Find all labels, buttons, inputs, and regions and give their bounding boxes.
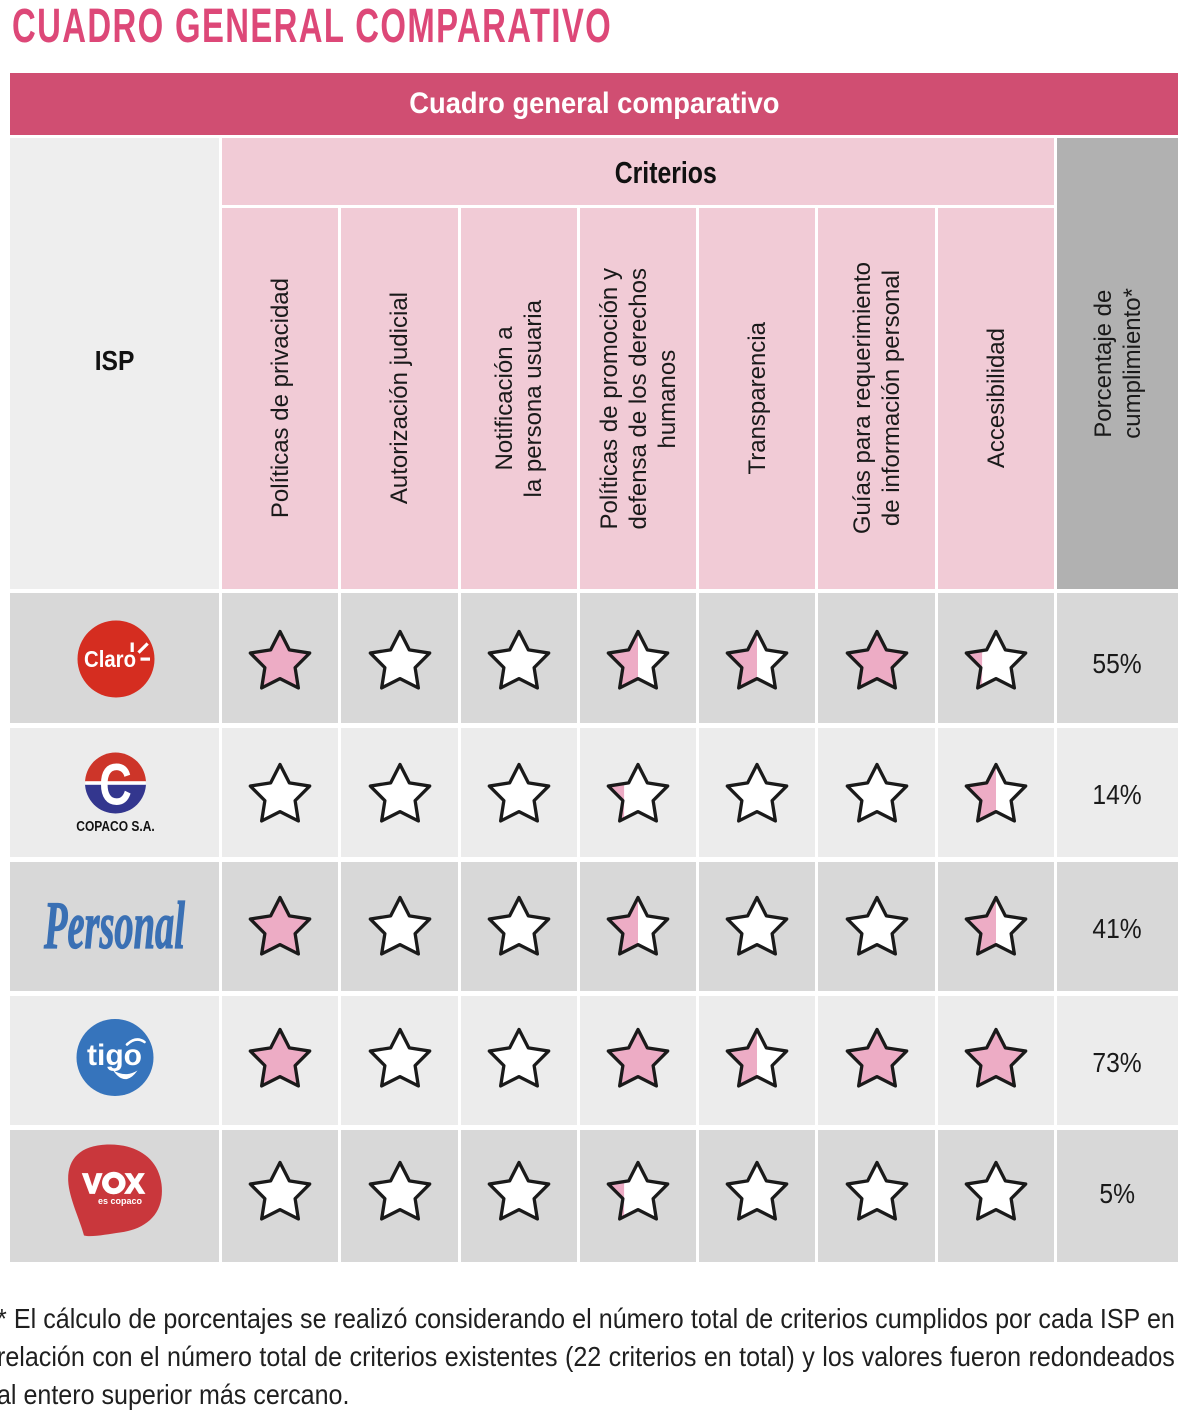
svg-text:es copaco: es copaco <box>98 1196 143 1206</box>
svg-text:tigo: tigo <box>87 1039 142 1072</box>
svg-text:COPACO S.A.: COPACO S.A. <box>76 818 154 835</box>
svg-text:Claro: Claro <box>84 646 136 672</box>
svg-text:C: C <box>99 753 132 818</box>
